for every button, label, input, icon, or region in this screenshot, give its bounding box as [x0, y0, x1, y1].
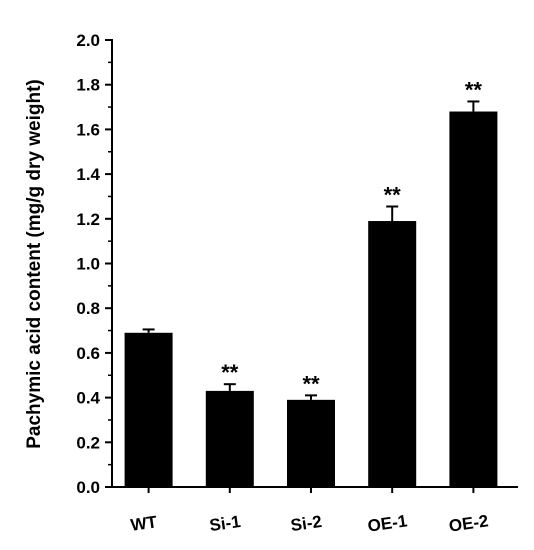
significance-label: ** — [384, 183, 402, 208]
y-tick-label: 1.0 — [76, 255, 100, 274]
significance-label: ** — [302, 371, 320, 396]
y-tick-label: 0.4 — [76, 389, 100, 408]
y-tick-label: 2.0 — [76, 31, 100, 50]
y-tick-label: 1.6 — [76, 120, 100, 139]
y-axis-ticks: 0.0 0.2 0.4 0.6 0.8 1.0 1.2 1.4 1.6 1.8 2.0 — [76, 31, 112, 497]
x-tick-label: OE-1 — [366, 511, 408, 535]
bar-si-2 — [287, 399, 335, 487]
bar-si-1 — [205, 390, 254, 487]
y-tick-label: 0.2 — [76, 433, 100, 452]
x-axis-ticks: WT Si-1 Si-2 OE-1 OE-2 — [129, 487, 490, 536]
y-tick-label: 1.8 — [76, 76, 100, 95]
significance-labels: ** ** ** ** — [221, 77, 482, 396]
bars — [124, 111, 498, 488]
bar-oe-1 — [368, 221, 417, 487]
x-tick-label: WT — [129, 512, 158, 535]
x-tick-label: Si-1 — [208, 512, 242, 535]
y-tick-label: 1.4 — [76, 165, 100, 184]
bar-wt — [124, 332, 173, 487]
x-tick-label: Si-2 — [289, 512, 323, 535]
bar-oe-2 — [449, 111, 498, 488]
error-bars — [142, 100, 480, 400]
y-tick-label: 0.8 — [76, 299, 100, 318]
significance-label: ** — [221, 360, 239, 385]
y-tick-label: 0.6 — [76, 344, 100, 363]
axes — [111, 39, 518, 488]
y-tick-label: 1.2 — [76, 210, 100, 229]
y-axis-title: Pachymic acid content (mg/g dry weight) — [24, 79, 45, 449]
significance-label: ** — [465, 77, 483, 102]
x-tick-label: OE-2 — [448, 511, 490, 535]
y-tick-label: 0.0 — [76, 478, 100, 497]
